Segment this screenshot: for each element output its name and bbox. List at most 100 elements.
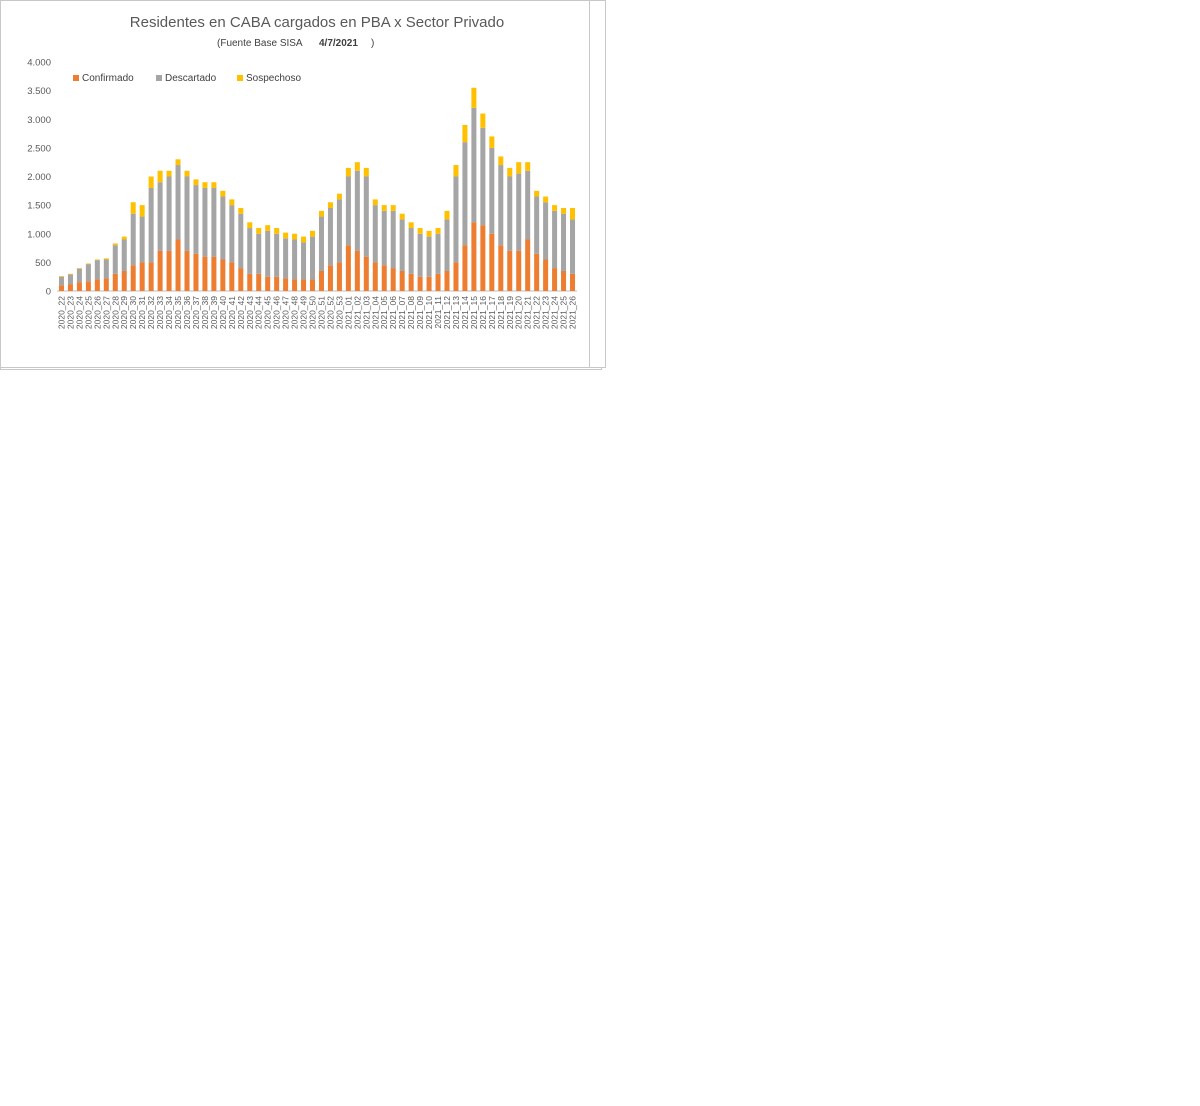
x-tick-label: 2020_29 — [119, 296, 129, 329]
bar-descartado — [166, 176, 172, 251]
chart-source: (Fuente Base SISA — [217, 38, 303, 49]
bar-descartado — [381, 210, 387, 266]
bar-descartado — [148, 187, 154, 263]
bar-descartado — [363, 176, 369, 257]
y-tick-label: 1.000 — [27, 229, 51, 240]
bar-confirmado — [103, 278, 109, 291]
bar-sospechoso — [256, 228, 262, 234]
bar-sospechoso — [525, 162, 531, 171]
bar-confirmado — [552, 268, 558, 291]
x-tick-label: 2020_28 — [110, 296, 120, 329]
y-tick-label: 1.500 — [27, 201, 51, 212]
bar-descartado — [543, 202, 549, 260]
bar-descartado — [444, 219, 450, 271]
bar-sospechoso — [354, 162, 360, 171]
x-tick-label: 2020_52 — [325, 296, 335, 329]
bar-descartado — [103, 259, 109, 279]
bar-descartado — [247, 228, 253, 274]
bar-confirmado — [274, 276, 280, 291]
x-tick-label: 2021_24 — [550, 296, 560, 329]
x-tick-label: 2020_53 — [334, 296, 344, 329]
bar-confirmado — [211, 256, 217, 291]
bar-confirmado — [94, 279, 100, 291]
bar-descartado — [489, 147, 495, 234]
bar-sospechoso — [498, 156, 504, 166]
bar-sospechoso — [193, 179, 199, 186]
bar-descartado — [265, 230, 271, 277]
x-tick-label: 2020_35 — [173, 296, 183, 329]
bar-confirmado — [220, 259, 226, 291]
bar-confirmado — [76, 282, 82, 291]
bar-descartado — [256, 233, 262, 274]
bar-sospechoso — [58, 276, 64, 277]
bar-confirmado — [417, 276, 423, 291]
bar-sospechoso — [211, 182, 217, 188]
bar-confirmado — [283, 278, 289, 291]
bar-sospechoso — [139, 205, 145, 217]
bar-descartado — [211, 187, 217, 257]
bar-confirmado — [247, 273, 253, 291]
bar-descartado — [310, 236, 316, 280]
bar-confirmado — [327, 265, 333, 291]
bar-descartado — [229, 205, 235, 263]
bar-sospechoso — [408, 222, 414, 229]
bar-sospechoso — [372, 199, 378, 206]
bar-descartado — [408, 228, 414, 274]
x-tick-label: 2021_04 — [370, 296, 380, 329]
bar-descartado — [462, 142, 468, 246]
x-tick-label: 2020_46 — [272, 296, 282, 329]
bar-confirmado — [345, 245, 351, 291]
bar-sospechoso — [561, 207, 567, 214]
y-tick-label: 500 — [35, 258, 51, 269]
bar-sospechoso — [390, 205, 396, 211]
x-tick-label: 2020_38 — [200, 296, 210, 329]
bar-confirmado — [435, 273, 441, 291]
x-tick-label: 2021_10 — [424, 296, 434, 329]
x-tick-label: 2020_51 — [316, 296, 326, 329]
bar-confirmado — [148, 262, 154, 291]
bar-sospechoso — [247, 222, 253, 229]
bar-confirmado — [399, 270, 405, 291]
bar-confirmado — [318, 270, 324, 291]
x-tick-label: 2020_27 — [101, 296, 111, 329]
x-tick-label: 2020_43 — [245, 296, 255, 329]
bar-sospechoso — [148, 176, 154, 188]
bar-sospechoso — [310, 230, 316, 237]
bar-confirmado — [363, 256, 369, 291]
bar-descartado — [354, 170, 360, 251]
bar-sospechoso — [543, 196, 549, 203]
bar-descartado — [435, 233, 441, 274]
bar-sospechoso — [345, 167, 351, 177]
bar-sospechoso — [444, 210, 450, 220]
bar-sospechoso — [265, 225, 271, 231]
chart-pba-sector-privado: Residentes en CABA cargados en PBA x Sec… — [0, 0, 590, 368]
x-tick-label: 2021_16 — [478, 296, 488, 329]
bar-sospechoso — [202, 182, 208, 188]
bar-confirmado — [480, 225, 486, 291]
bar-descartado — [301, 242, 307, 280]
bar-confirmado — [184, 250, 190, 291]
bar-confirmado — [121, 270, 127, 291]
bar-descartado — [292, 239, 298, 280]
bar-descartado — [426, 236, 432, 277]
bar-descartado — [552, 210, 558, 269]
x-tick-label: 2021_19 — [505, 296, 515, 329]
bar-sospechoso — [417, 228, 423, 234]
bar-confirmado — [543, 259, 549, 291]
bar-confirmado — [130, 265, 136, 291]
x-tick-label: 2020_23 — [65, 296, 75, 329]
bar-confirmado — [354, 250, 360, 291]
legend-swatch-confirmado — [73, 75, 79, 81]
x-tick-label: 2021_02 — [352, 296, 362, 329]
bar-descartado — [139, 216, 145, 263]
y-tick-label: 0 — [46, 287, 51, 298]
bar-sospechoso — [220, 190, 226, 197]
x-tick-label: 2020_26 — [92, 296, 102, 329]
bar-descartado — [130, 213, 136, 266]
bar-descartado — [121, 239, 127, 271]
bar-confirmado — [570, 273, 576, 291]
x-tick-label: 2021_26 — [568, 296, 578, 329]
x-tick-label: 2021_18 — [496, 296, 506, 329]
x-tick-label: 2021_12 — [442, 296, 452, 329]
bar-descartado — [220, 196, 226, 260]
